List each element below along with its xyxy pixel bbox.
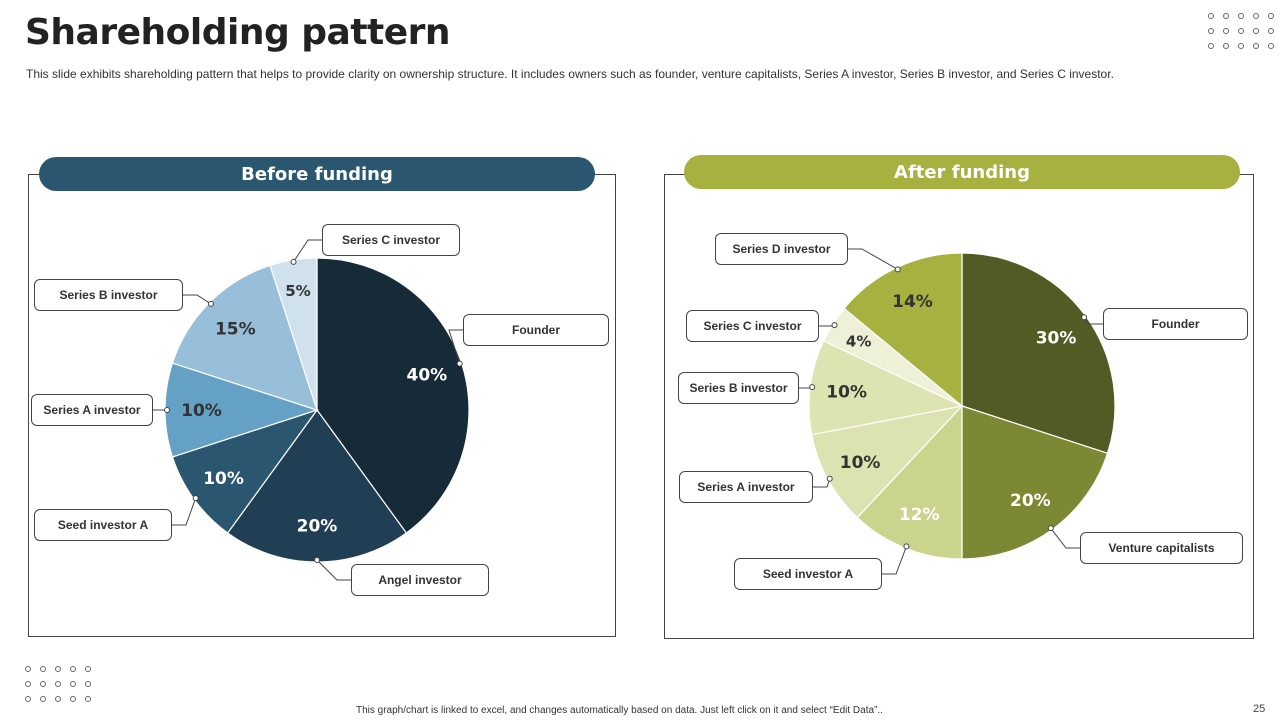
before-value-label-founder: 40% — [407, 365, 448, 385]
decorative-dot — [40, 696, 46, 702]
after-leader-dot-series-b-investor — [809, 384, 816, 391]
footer-note: This graph/chart is linked to excel, and… — [356, 705, 883, 716]
decorative-dot — [55, 681, 61, 687]
after-value-label-venture-capitalists: 20% — [1010, 491, 1051, 511]
decorative-dot — [1253, 13, 1259, 19]
page-title: Shareholding pattern — [25, 12, 451, 53]
after-leader-series-d-investor — [848, 248, 898, 270]
before-value-label-angel-investor: 20% — [297, 517, 338, 537]
decorative-dot — [85, 666, 91, 672]
decorative-dot — [25, 696, 31, 702]
decorative-dot — [85, 681, 91, 687]
decorative-dot — [1238, 13, 1244, 19]
before-callout-series-c-investor: Series C investor — [322, 224, 460, 256]
after-callout-series-a-investor: Series A investor — [679, 471, 813, 503]
decorative-dot — [55, 696, 61, 702]
decorative-dot — [1208, 13, 1214, 19]
after-funding-header: After funding — [684, 155, 1240, 189]
decorative-dot — [1268, 13, 1274, 19]
after-callout-founder: Founder — [1103, 308, 1248, 340]
decorative-dot — [1238, 28, 1244, 34]
before-leader-dot-seed-investor-a — [192, 495, 199, 502]
after-leader-seed-investor-a — [882, 546, 907, 575]
after-leader-dot-seed-investor-a — [903, 543, 910, 550]
after-leader-dot-founder — [1081, 314, 1088, 321]
before-leader-dot-series-c-investor — [290, 258, 297, 265]
decorative-dot — [25, 666, 31, 672]
decorative-dot — [1208, 28, 1214, 34]
before-leader-dot-angel-investor — [314, 557, 320, 563]
after-value-label-series-b-investor: 10% — [826, 382, 867, 402]
before-leader-series-c-investor — [293, 239, 322, 263]
before-value-label-series-a-investor: 10% — [181, 401, 222, 421]
after-leader-venture-capitalists — [1050, 527, 1080, 549]
decorative-dot — [85, 696, 91, 702]
after-callout-seed-investor-a: Seed investor A — [734, 558, 882, 590]
before-callout-series-a-investor: Series A investor — [31, 394, 153, 426]
before-leader-founder — [448, 329, 463, 364]
decorative-dot — [55, 666, 61, 672]
decorative-dot — [40, 681, 46, 687]
before-leader-angel-investor — [316, 559, 351, 581]
after-callout-venture-capitalists: Venture capitalists — [1080, 532, 1243, 564]
after-value-label-series-a-investor: 10% — [840, 453, 881, 473]
before-callout-founder: Founder — [463, 314, 609, 346]
before-leader-seed-investor-a — [172, 497, 197, 526]
after-callout-series-b-investor: Series B investor — [678, 372, 799, 404]
before-callout-seed-investor-a: Seed investor A — [34, 509, 172, 541]
after-value-label-seed-investor-a: 12% — [899, 505, 940, 525]
decorative-dot — [1253, 43, 1259, 49]
decorative-dot — [25, 681, 31, 687]
before-funding-header: Before funding — [39, 157, 595, 191]
after-callout-series-c-investor: Series C investor — [686, 310, 819, 342]
page-number: 25 — [1253, 703, 1266, 715]
before-leader-dot-series-b-investor — [207, 300, 214, 307]
before-value-label-seed-investor-a: 10% — [203, 469, 244, 489]
decorative-dot — [1268, 43, 1274, 49]
decorative-dot — [70, 666, 76, 672]
after-leader-dot-series-a-investor — [826, 475, 833, 482]
decorative-dot — [70, 696, 76, 702]
decorative-dot — [1268, 28, 1274, 34]
decorative-dot — [40, 666, 46, 672]
before-value-label-series-c-investor: 5% — [285, 282, 310, 300]
decorative-dot — [1208, 43, 1214, 49]
page-subtitle: This slide exhibits shareholding pattern… — [26, 67, 1114, 81]
decorative-dot — [1223, 43, 1229, 49]
decorative-dot — [70, 681, 76, 687]
after-value-label-founder: 30% — [1036, 329, 1077, 349]
before-callout-angel-investor: Angel investor — [351, 564, 489, 596]
after-leader-dot-series-d-investor — [894, 266, 901, 273]
after-leader-dot-venture-capitalists — [1047, 525, 1054, 532]
after-value-label-series-d-investor: 14% — [892, 292, 933, 312]
before-leader-dot-founder — [456, 360, 463, 367]
after-value-label-series-c-investor: 4% — [846, 332, 871, 350]
decorative-dot — [1238, 43, 1244, 49]
before-value-label-series-b-investor: 15% — [215, 319, 256, 339]
decorative-dot — [1223, 13, 1229, 19]
decorative-dot — [1253, 28, 1259, 34]
before-leader-series-b-investor — [183, 294, 212, 305]
decorative-dot — [1223, 28, 1229, 34]
before-callout-series-b-investor: Series B investor — [34, 279, 183, 311]
after-callout-series-d-investor: Series D investor — [715, 233, 848, 265]
after-leader-dot-series-c-investor — [831, 322, 838, 329]
before-leader-dot-series-a-investor — [164, 407, 170, 413]
